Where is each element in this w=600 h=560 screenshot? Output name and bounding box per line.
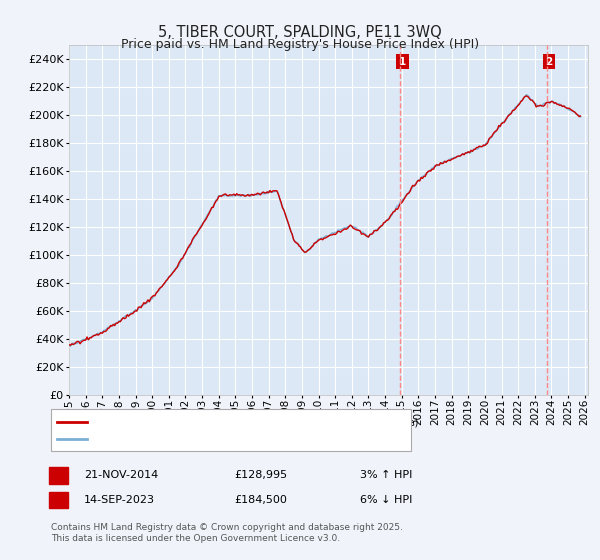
Text: 1: 1 <box>399 57 406 67</box>
Text: 2: 2 <box>545 57 553 67</box>
Text: HPI: Average price, semi-detached house, South Holland: HPI: Average price, semi-detached house,… <box>93 434 388 444</box>
Text: 14-SEP-2023: 14-SEP-2023 <box>84 494 155 505</box>
Text: 2: 2 <box>55 494 62 505</box>
Text: 1: 1 <box>55 470 62 480</box>
Text: Contains HM Land Registry data © Crown copyright and database right 2025.
This d: Contains HM Land Registry data © Crown c… <box>51 524 403 543</box>
Text: £128,995: £128,995 <box>234 470 287 480</box>
Text: 21-NOV-2014: 21-NOV-2014 <box>84 470 158 480</box>
Text: 6% ↓ HPI: 6% ↓ HPI <box>360 494 412 505</box>
Text: 5, TIBER COURT, SPALDING, PE11 3WQ (semi-detached house): 5, TIBER COURT, SPALDING, PE11 3WQ (semi… <box>93 417 419 427</box>
Text: Price paid vs. HM Land Registry's House Price Index (HPI): Price paid vs. HM Land Registry's House … <box>121 38 479 51</box>
Text: 3% ↑ HPI: 3% ↑ HPI <box>360 470 412 480</box>
Text: £184,500: £184,500 <box>234 494 287 505</box>
Text: 5, TIBER COURT, SPALDING, PE11 3WQ: 5, TIBER COURT, SPALDING, PE11 3WQ <box>158 25 442 40</box>
